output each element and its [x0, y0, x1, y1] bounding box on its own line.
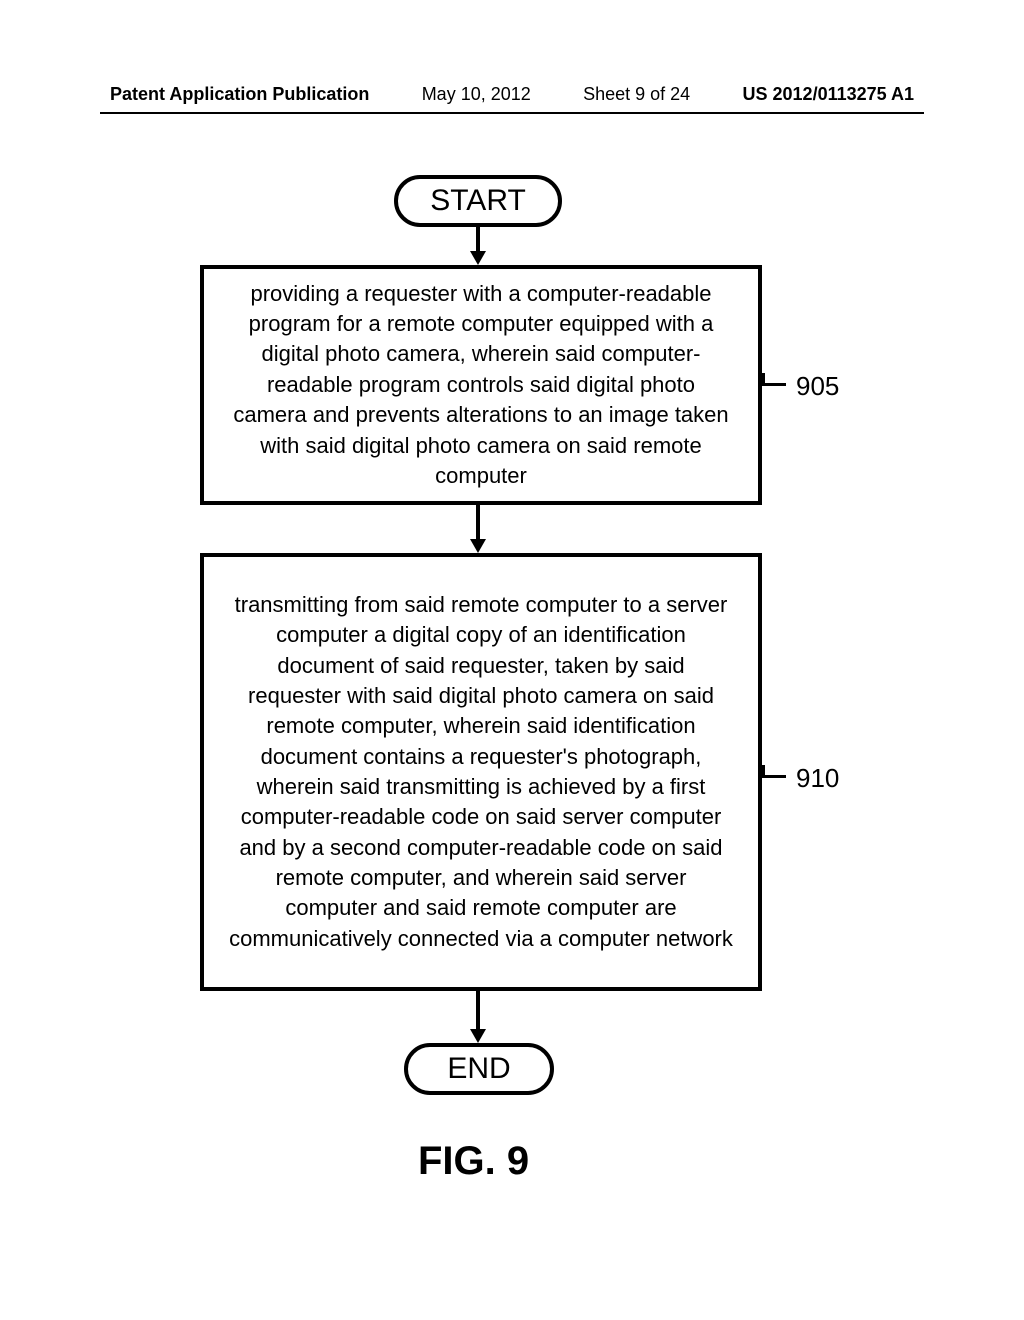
ref-label-905: 905: [796, 371, 839, 402]
flowchart: START providing a requester with a compu…: [0, 155, 1024, 1275]
arrow-905-to-910: [478, 505, 479, 553]
sheet-number: Sheet 9 of 24: [583, 84, 690, 105]
page-header: Patent Application Publication May 10, 2…: [110, 84, 914, 105]
ref-tick-905-v: [762, 373, 765, 386]
ref-tick-910: [762, 775, 786, 778]
header-rule: [100, 112, 924, 114]
end-node: END: [404, 1043, 554, 1095]
start-node: START: [394, 175, 562, 227]
process-step-905: providing a requester with a computer-re…: [200, 265, 762, 505]
start-label: START: [430, 184, 526, 218]
arrow-start-to-905: [478, 227, 479, 265]
publication-label: Patent Application Publication: [110, 84, 369, 105]
arrow-910-to-end: [478, 991, 479, 1043]
end-label: END: [447, 1052, 510, 1086]
process-step-910: transmitting from said remote computer t…: [200, 553, 762, 991]
ref-label-910: 910: [796, 763, 839, 794]
process-905-text: providing a requester with a computer-re…: [228, 279, 734, 492]
figure-label: FIG. 9: [418, 1139, 529, 1184]
ref-tick-905: [762, 383, 786, 386]
publication-date: May 10, 2012: [422, 84, 531, 105]
ref-tick-910-v: [762, 765, 765, 778]
patent-number: US 2012/0113275 A1: [743, 84, 914, 105]
process-910-text: transmitting from said remote computer t…: [228, 590, 734, 954]
